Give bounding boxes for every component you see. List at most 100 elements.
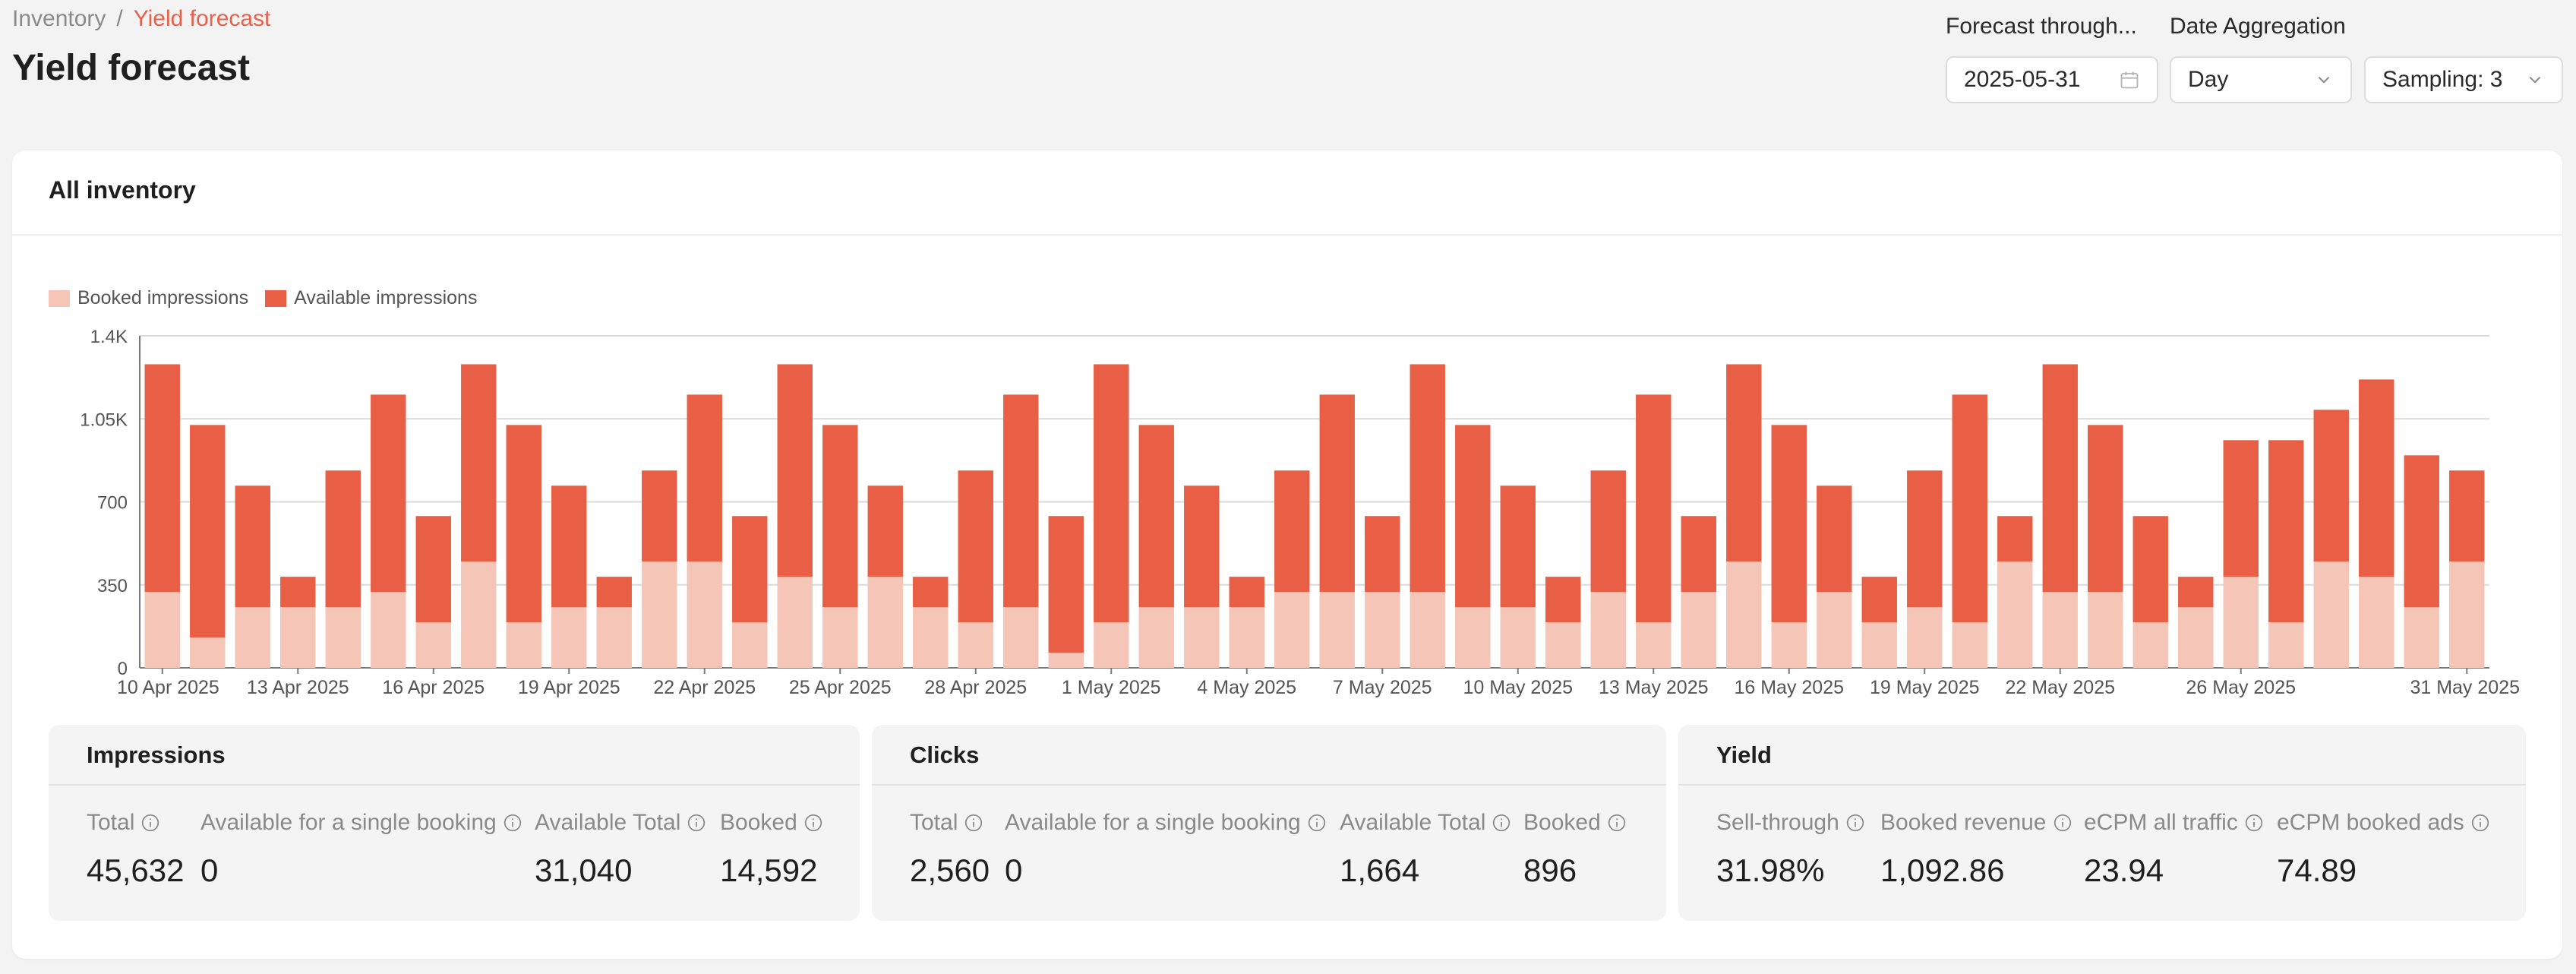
- bar-available[interactable]: [867, 485, 903, 577]
- info-icon[interactable]: [964, 813, 983, 833]
- bar-booked[interactable]: [2223, 577, 2259, 668]
- info-icon[interactable]: [1492, 813, 1511, 833]
- bar-booked[interactable]: [325, 607, 361, 668]
- bar-booked[interactable]: [1048, 653, 1084, 668]
- bar-available[interactable]: [1455, 425, 1491, 608]
- bar-available[interactable]: [190, 425, 226, 638]
- bar-available[interactable]: [1771, 425, 1807, 623]
- info-icon[interactable]: [2244, 813, 2264, 833]
- sampling-select[interactable]: Sampling: 3: [2364, 56, 2563, 103]
- bar-available[interactable]: [280, 577, 316, 608]
- info-icon[interactable]: [503, 813, 522, 833]
- bar-available[interactable]: [732, 516, 768, 623]
- bar-booked[interactable]: [506, 622, 541, 668]
- bar-available[interactable]: [1274, 470, 1310, 593]
- bar-available[interactable]: [506, 425, 541, 623]
- bar-booked[interactable]: [2178, 607, 2214, 668]
- bar-available[interactable]: [1545, 577, 1581, 623]
- bar-available[interactable]: [371, 394, 406, 593]
- bar-booked[interactable]: [822, 607, 858, 668]
- info-icon[interactable]: [1607, 813, 1627, 833]
- bar-available[interactable]: [2088, 425, 2123, 593]
- bar-booked[interactable]: [1229, 607, 1264, 668]
- bar-available[interactable]: [415, 516, 451, 623]
- bar-available[interactable]: [1048, 516, 1084, 653]
- bar-available[interactable]: [2313, 410, 2349, 562]
- bar-booked[interactable]: [1861, 622, 1897, 668]
- bar-available[interactable]: [461, 364, 497, 562]
- bar-booked[interactable]: [1319, 592, 1355, 668]
- bar-booked[interactable]: [642, 561, 677, 668]
- bar-available[interactable]: [596, 577, 632, 608]
- bar-booked[interactable]: [958, 622, 993, 668]
- info-icon[interactable]: [803, 813, 823, 833]
- bar-available[interactable]: [687, 394, 722, 562]
- bar-available[interactable]: [822, 425, 858, 608]
- bar-available[interactable]: [642, 470, 677, 562]
- bar-booked[interactable]: [2359, 577, 2394, 668]
- date-aggregation-select[interactable]: Day: [2170, 56, 2352, 103]
- bar-booked[interactable]: [415, 622, 451, 668]
- bar-available[interactable]: [235, 485, 270, 608]
- bar-available[interactable]: [325, 470, 361, 608]
- info-icon[interactable]: [140, 813, 160, 833]
- bar-available[interactable]: [2223, 440, 2259, 577]
- bar-booked[interactable]: [144, 592, 180, 668]
- bar-booked[interactable]: [1907, 607, 1943, 668]
- legend-item-booked[interactable]: Booked impressions: [49, 287, 248, 309]
- bar-available[interactable]: [1319, 394, 1355, 593]
- bar-booked[interactable]: [1138, 607, 1174, 668]
- bar-booked[interactable]: [1094, 622, 1129, 668]
- bar-booked[interactable]: [1681, 592, 1716, 668]
- bar-available[interactable]: [913, 577, 949, 608]
- info-icon[interactable]: [2053, 813, 2072, 833]
- bar-booked[interactable]: [2042, 592, 2078, 668]
- bar-available[interactable]: [1997, 516, 2033, 562]
- bar-available[interactable]: [1500, 485, 1536, 608]
- bar-available[interactable]: [1590, 470, 1626, 593]
- bar-available[interactable]: [1726, 364, 1762, 562]
- bar-available[interactable]: [2449, 470, 2485, 562]
- bar-available[interactable]: [2404, 455, 2439, 608]
- bar-available[interactable]: [1907, 470, 1943, 608]
- bar-booked[interactable]: [687, 561, 722, 668]
- bar-booked[interactable]: [280, 607, 316, 668]
- bar-available[interactable]: [1184, 485, 1220, 608]
- bar-available[interactable]: [1681, 516, 1716, 593]
- bar-booked[interactable]: [596, 607, 632, 668]
- bar-booked[interactable]: [913, 607, 949, 668]
- bar-booked[interactable]: [1500, 607, 1536, 668]
- info-icon[interactable]: [1307, 813, 1327, 833]
- bar-booked[interactable]: [2404, 607, 2439, 668]
- bar-booked[interactable]: [867, 577, 903, 668]
- bar-available[interactable]: [1003, 394, 1039, 608]
- bar-booked[interactable]: [1817, 592, 1852, 668]
- bar-available[interactable]: [1817, 485, 1852, 593]
- bar-available[interactable]: [2132, 516, 2168, 623]
- bar-available[interactable]: [1229, 577, 1264, 608]
- bar-booked[interactable]: [1410, 592, 1445, 668]
- bar-available[interactable]: [144, 364, 180, 593]
- bar-booked[interactable]: [235, 607, 270, 668]
- bar-available[interactable]: [2268, 440, 2304, 623]
- bar-booked[interactable]: [371, 592, 406, 668]
- bar-booked[interactable]: [1455, 607, 1491, 668]
- bar-available[interactable]: [2178, 577, 2214, 608]
- bar-booked[interactable]: [1274, 592, 1310, 668]
- bar-booked[interactable]: [2313, 561, 2349, 668]
- bar-available[interactable]: [1410, 364, 1445, 593]
- info-icon[interactable]: [2470, 813, 2490, 833]
- bar-available[interactable]: [1861, 577, 1897, 623]
- bar-booked[interactable]: [1590, 592, 1626, 668]
- bar-available[interactable]: [2042, 364, 2078, 593]
- bar-booked[interactable]: [551, 607, 587, 668]
- bar-booked[interactable]: [2449, 561, 2485, 668]
- bar-booked[interactable]: [461, 561, 497, 668]
- bar-booked[interactable]: [2088, 592, 2123, 668]
- bar-booked[interactable]: [1952, 622, 1987, 668]
- bar-available[interactable]: [1636, 394, 1672, 623]
- bar-available[interactable]: [1952, 394, 1987, 623]
- bar-booked[interactable]: [1545, 622, 1581, 668]
- bar-booked[interactable]: [732, 622, 768, 668]
- bar-booked[interactable]: [1726, 561, 1762, 668]
